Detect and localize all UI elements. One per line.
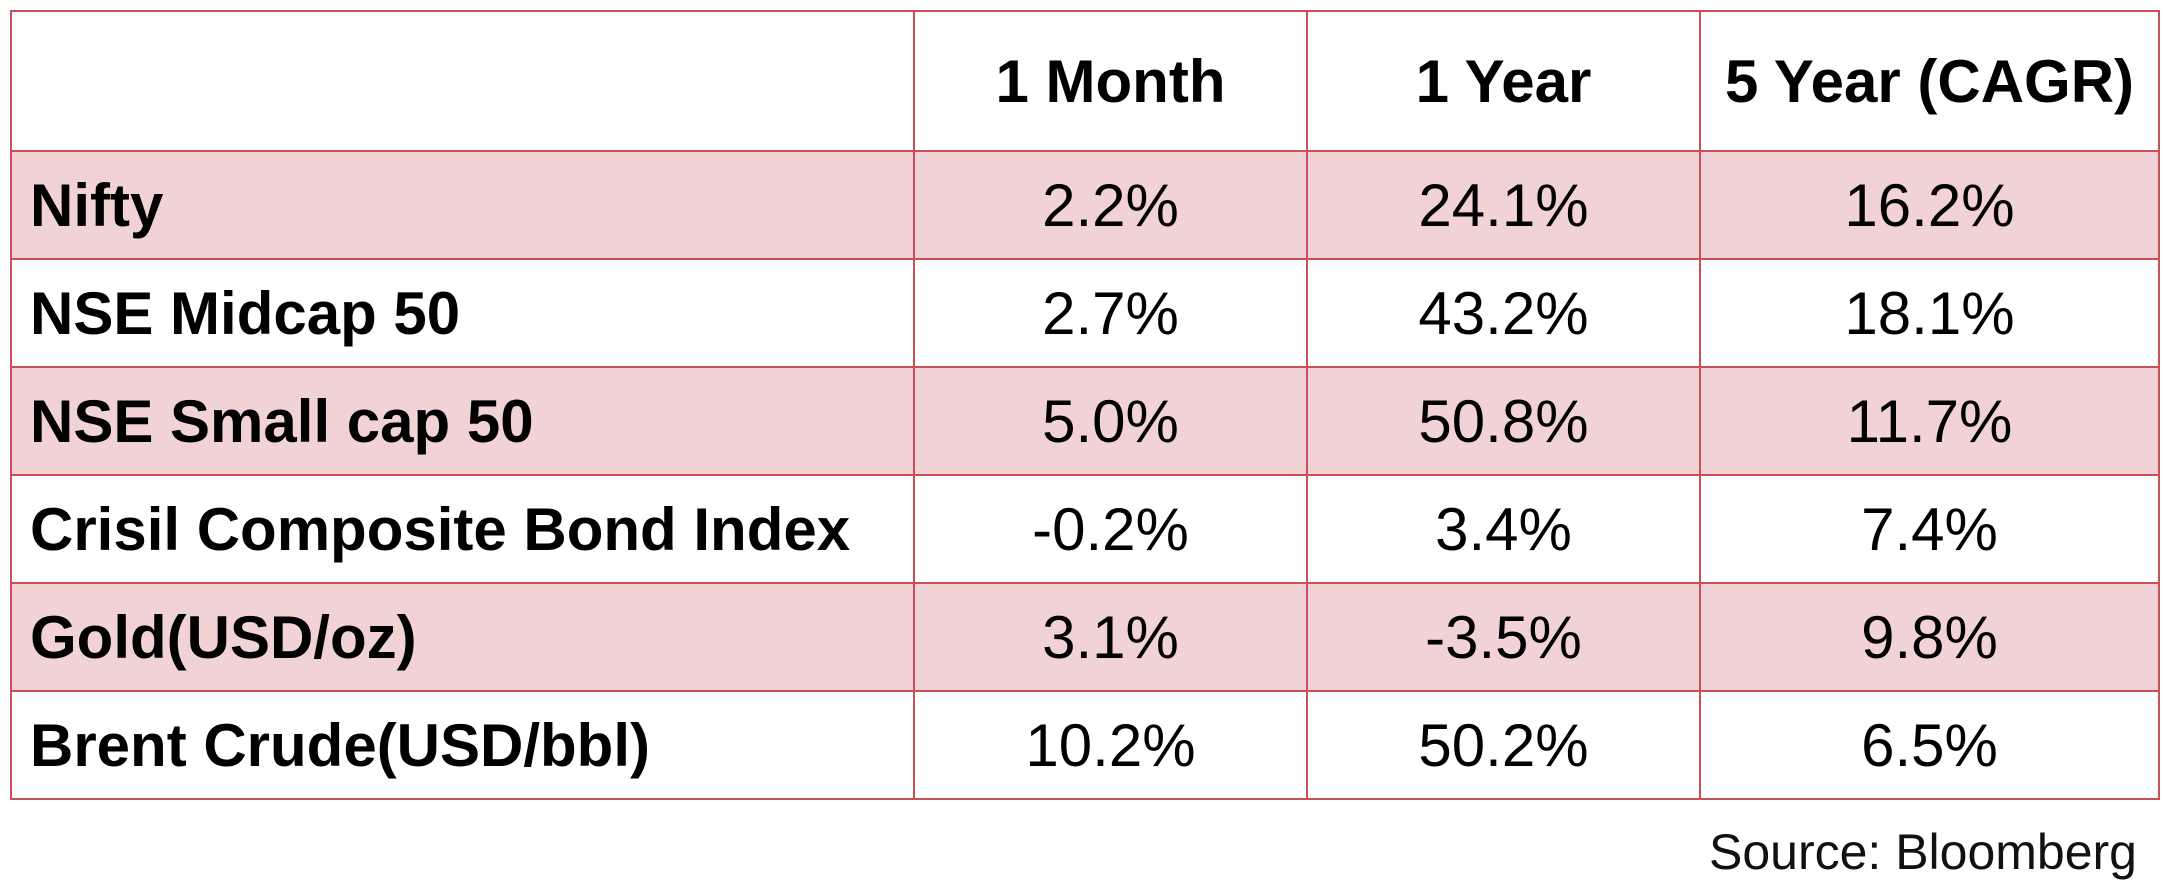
cell-1-year: 24.1% — [1306, 150, 1701, 260]
row-label: Crisil Composite Bond Index — [10, 474, 915, 584]
row-label: Brent Crude(USD/bbl) — [10, 690, 915, 800]
row-label: NSE Small cap 50 — [10, 366, 915, 476]
cell-1-month: 3.1% — [913, 582, 1308, 692]
table-row: Gold(USD/oz) 3.1% -3.5% 9.8% — [10, 582, 2160, 692]
returns-table: 1 Month 1 Year 5 Year (CAGR) Nifty 2.2% … — [10, 10, 2160, 800]
cell-5-year-cagr: 7.4% — [1699, 474, 2160, 584]
table-row: Brent Crude(USD/bbl) 10.2% 50.2% 6.5% — [10, 690, 2160, 800]
cell-5-year-cagr: 11.7% — [1699, 366, 2160, 476]
table-row: NSE Midcap 50 2.7% 43.2% 18.1% — [10, 258, 2160, 368]
header-cell-5-year-cagr: 5 Year (CAGR) — [1699, 10, 2160, 152]
cell-5-year-cagr: 16.2% — [1699, 150, 2160, 260]
header-row: 1 Month 1 Year 5 Year (CAGR) — [10, 10, 2160, 152]
table-row: NSE Small cap 50 5.0% 50.8% 11.7% — [10, 366, 2160, 476]
cell-1-month: 10.2% — [913, 690, 1308, 800]
cell-5-year-cagr: 9.8% — [1699, 582, 2160, 692]
table-row: Crisil Composite Bond Index -0.2% 3.4% 7… — [10, 474, 2160, 584]
cell-1-year: 50.8% — [1306, 366, 1701, 476]
row-label: NSE Midcap 50 — [10, 258, 915, 368]
row-label: Gold(USD/oz) — [10, 582, 915, 692]
cell-1-year: 50.2% — [1306, 690, 1701, 800]
cell-1-month: 2.7% — [913, 258, 1308, 368]
cell-1-month: 5.0% — [913, 366, 1308, 476]
header-cell-1-year: 1 Year — [1306, 10, 1701, 152]
cell-5-year-cagr: 6.5% — [1699, 690, 2160, 800]
header-cell-blank — [10, 10, 915, 152]
cell-1-year: 43.2% — [1306, 258, 1701, 368]
row-label: Nifty — [10, 150, 915, 260]
cell-1-month: -0.2% — [913, 474, 1308, 584]
cell-1-year: -3.5% — [1306, 582, 1701, 692]
source-note: Source: Bloomberg — [1708, 824, 2137, 880]
table-row: Nifty 2.2% 24.1% 16.2% — [10, 150, 2160, 260]
header-cell-1-month: 1 Month — [913, 10, 1308, 152]
cell-1-month: 2.2% — [913, 150, 1308, 260]
cell-5-year-cagr: 18.1% — [1699, 258, 2160, 368]
cell-1-year: 3.4% — [1306, 474, 1701, 584]
